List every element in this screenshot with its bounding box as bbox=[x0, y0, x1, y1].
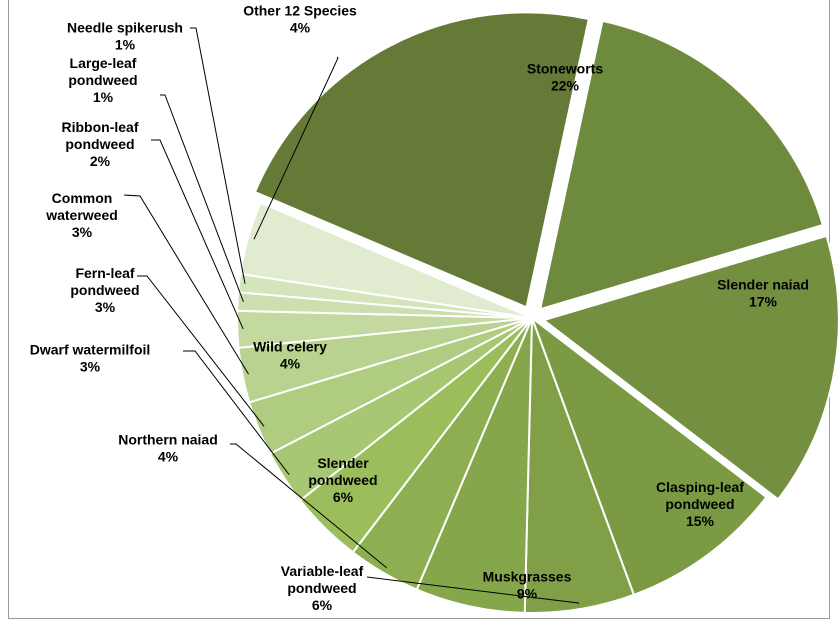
leader-line bbox=[123, 194, 249, 375]
leader-line bbox=[160, 94, 244, 303]
data-label-variable-leaf-pondweed: Variable-leaf pondweed 6% bbox=[281, 563, 364, 613]
pie-slice-clasping-leaf-pondweed bbox=[541, 234, 840, 501]
pie-slice-stoneworts bbox=[253, 11, 591, 309]
leader-line bbox=[190, 27, 246, 284]
leader-line bbox=[230, 443, 387, 569]
pie-slice-other-12-species bbox=[239, 201, 533, 319]
pie-slice-muskgrasses bbox=[529, 315, 768, 597]
pie-slice-slender-naiad bbox=[538, 19, 825, 311]
data-label-other-12-species: Other 12 Species 4% bbox=[243, 3, 357, 36]
data-label-wild-celery: Wild celery 4% bbox=[253, 339, 327, 372]
data-label-muskgrasses: Muskgrasses 9% bbox=[483, 569, 572, 602]
data-label-large-leaf-pondweed: Large-leaf pondweed 1% bbox=[68, 55, 137, 105]
data-label-clasping-leaf-pondweed: Clasping-leaf pondweed 15% bbox=[656, 479, 744, 529]
data-label-fern-leaf-pondweed: Fern-leaf pondweed 3% bbox=[70, 265, 139, 315]
leader-line bbox=[366, 576, 580, 604]
data-label-needle-spikerush: Needle spikerush 1% bbox=[67, 20, 183, 53]
leader-line bbox=[183, 350, 290, 475]
data-label-ribbon-leaf-pondweed: Ribbon-leaf pondweed 2% bbox=[62, 119, 139, 169]
leader-line bbox=[151, 139, 244, 330]
data-label-slender-naiad: Slender naiad 17% bbox=[717, 277, 809, 310]
leader-line bbox=[253, 56, 339, 240]
data-label-slender-pondweed: Slender pondweed 6% bbox=[308, 455, 377, 505]
data-label-stoneworts: Stoneworts 22% bbox=[527, 61, 603, 94]
leader-line bbox=[137, 275, 265, 427]
data-label-northern-naiad: Northern naiad 4% bbox=[118, 432, 218, 465]
data-label-dwarf-watermilfoil: Dwarf watermilfoil 3% bbox=[30, 342, 151, 375]
data-label-common-waterweed: Common waterweed 3% bbox=[45, 190, 118, 240]
